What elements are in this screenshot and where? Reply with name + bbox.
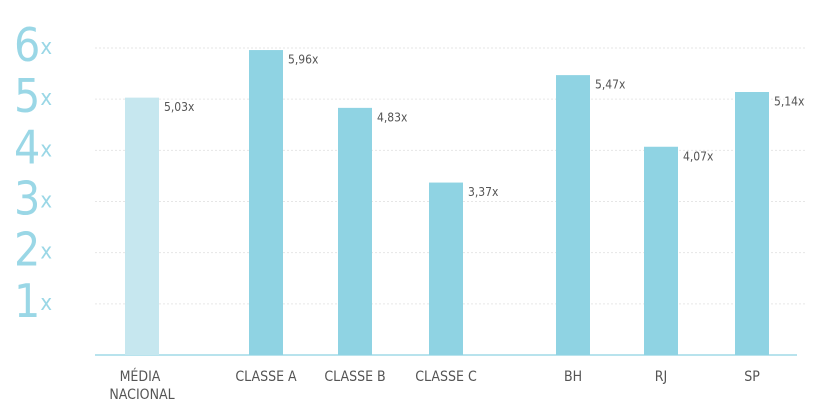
bar [249,50,283,356]
y-tick-label: 4x [14,120,52,174]
x-tick-label: SP [744,369,760,385]
y-tick-label: 3x [14,171,52,225]
value-label: 5,03x [164,100,195,114]
y-tick-label: 2x [14,222,52,276]
bar [338,107,372,356]
y-tick-label: 5x [14,69,52,123]
x-tick-label: CLASSE A [235,369,297,385]
x-tick-label: BH [564,369,582,385]
value-label: 3,37x [468,185,499,199]
bar [644,146,678,355]
y-tick-label: 6x [14,18,52,72]
value-label: 5,14x [774,95,805,109]
value-label: 5,47x [595,78,626,92]
bar [125,97,159,356]
x-tick-label: CLASSE B [324,369,385,385]
bar [429,182,463,355]
value-label: 4,07x [683,149,714,163]
y-tick-label: 1x [14,273,52,327]
x-tick-label: RJ [655,369,667,385]
value-label: 5,96x [288,53,319,67]
x-tick-label: CLASSE C [415,369,477,385]
value-label: 4,83x [377,110,408,124]
bar [735,92,769,356]
x-tick-label: MÉDIA NACIONAL [109,368,174,403]
bar [556,75,590,355]
